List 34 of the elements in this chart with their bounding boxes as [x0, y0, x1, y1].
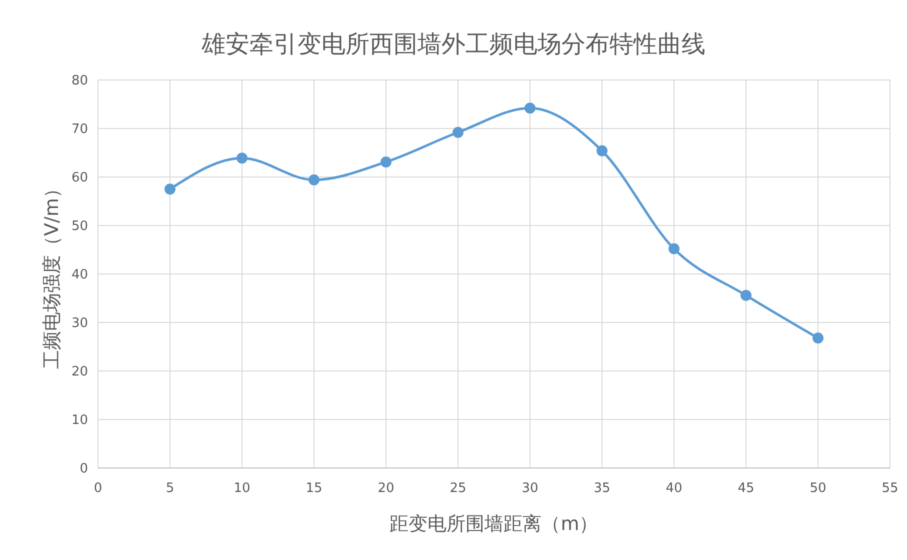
x-tick-label: 15	[306, 481, 322, 496]
point	[380, 156, 392, 168]
point	[308, 174, 320, 186]
y-tick-label: 70	[71, 122, 88, 138]
x-tick-label: 10	[234, 481, 250, 496]
x-tick-label: 40	[666, 481, 682, 496]
y-tick-label: 0	[80, 462, 88, 477]
point	[596, 145, 608, 156]
y-tick-label: 20	[71, 364, 88, 380]
chart-title: 雄安牵引变电所西围墙外工频电场分布特性曲线	[200, 30, 706, 58]
point	[812, 332, 824, 344]
point	[236, 152, 248, 164]
x-axis-title: 距变电所围墙距离（m）	[390, 513, 598, 535]
point	[740, 290, 752, 301]
y-tick-label: 40	[71, 268, 88, 283]
y-axis-title: 工频电场强度（V/m）	[41, 179, 63, 369]
y-tick-label: 50	[71, 219, 88, 234]
point	[668, 243, 680, 254]
x-tick-label: 50	[810, 481, 826, 496]
x-tick-label: 5	[166, 481, 174, 496]
x-tick-label: 30	[522, 481, 538, 496]
x-tick-label: 45	[738, 481, 754, 496]
x-tick-label: 0	[94, 481, 102, 496]
point	[524, 102, 536, 114]
x-tick-label: 25	[450, 481, 466, 496]
point	[164, 184, 176, 195]
y-tick-label: 30	[71, 316, 88, 332]
x-tick-label: 35	[594, 481, 610, 496]
x-tick-label: 20	[378, 481, 394, 496]
y-tick-label: 10	[71, 413, 88, 428]
y-tick-label: 80	[71, 74, 88, 89]
x-tick-label: 55	[882, 481, 898, 496]
y-tick-label: 60	[71, 170, 88, 186]
point	[452, 126, 464, 138]
